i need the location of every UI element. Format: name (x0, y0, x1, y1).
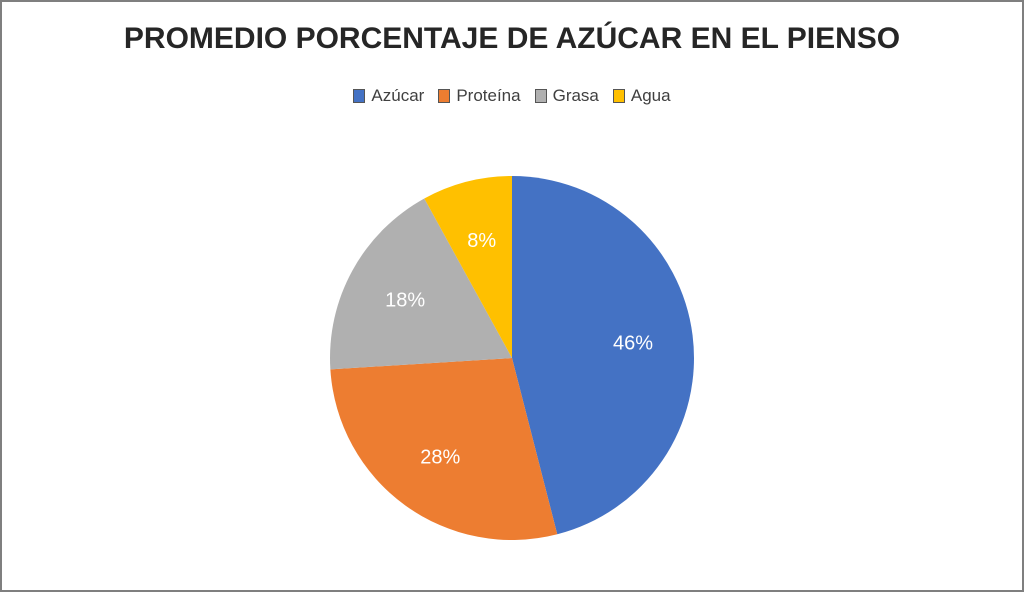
pie-slice-proteina (330, 358, 558, 541)
legend-swatch (612, 89, 625, 103)
legend-label: Agua (630, 86, 671, 105)
legend-swatch (438, 89, 451, 103)
legend: Azúcar Proteína Grasa Agua (0, 86, 1024, 106)
pie-slice-grasa (330, 198, 512, 370)
legend-label: Proteína (456, 86, 521, 105)
data-label-grasa: 18% (385, 289, 425, 311)
legend-item-grasa: Grasa (534, 86, 599, 106)
data-label-agua: 8% (467, 230, 496, 252)
legend-label: Grasa (552, 86, 599, 105)
pie-slice-azucar (512, 176, 695, 535)
data-label-azucar: 46% (613, 333, 653, 355)
legend-swatch (534, 89, 547, 103)
legend-item-azucar: Azúcar (353, 86, 424, 106)
chart-title: PROMEDIO PORCENTAJE DE AZÚCAR EN EL PIEN… (123, 22, 901, 55)
pie-slice-agua (424, 176, 512, 358)
legend-item-proteina: Proteína (438, 86, 521, 106)
legend-item-agua: Agua (612, 86, 671, 106)
legend-label: Azúcar (371, 86, 425, 105)
data-label-proteina: 28% (420, 447, 460, 469)
legend-swatch (353, 89, 366, 103)
